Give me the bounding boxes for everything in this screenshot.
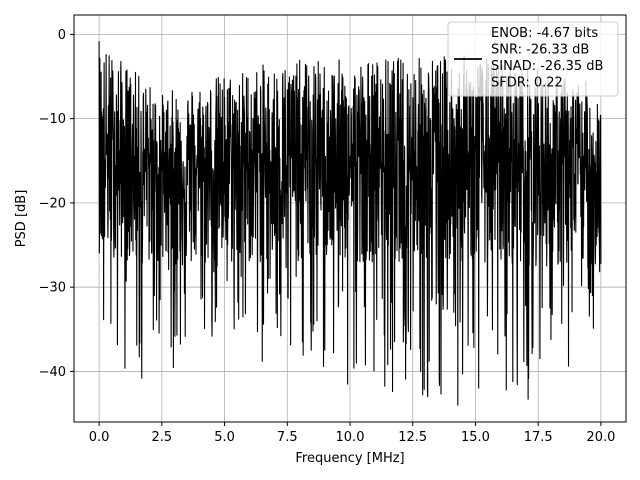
legend-entry-snr: SNR: -26.33 dB — [491, 43, 589, 58]
x-tick-label-2: 5.0 — [214, 430, 235, 445]
y-tick-label-0: 0 — [58, 28, 66, 43]
y-tick-label-1: −10 — [39, 112, 66, 127]
legend-entry-sfdr: SFDR: 0.22 — [491, 76, 563, 91]
psd-series — [98, 41, 602, 406]
x-tick-label-8: 20.0 — [586, 430, 615, 445]
legend-entry-sinad: SINAD: -26.35 dB — [491, 59, 603, 74]
legend-entry-enob: ENOB: -4.67 bits — [491, 26, 598, 41]
y-tick-label-2: −20 — [39, 196, 66, 211]
legend-box — [447, 21, 619, 97]
y-tick-label-4: −40 — [39, 365, 66, 380]
x-tick-label-6: 15.0 — [461, 430, 490, 445]
psd-line — [98, 41, 602, 406]
x-tick-label-3: 7.5 — [277, 430, 298, 445]
x-axis-ticks: 0.0 2.5 5.0 7.5 10.0 12.5 15.0 17.5 20.0 — [89, 422, 615, 445]
x-tick-label-7: 17.5 — [524, 430, 553, 445]
x-tick-label-5: 12.5 — [398, 430, 427, 445]
y-tick-label-3: −30 — [39, 281, 66, 296]
x-tick-label-4: 10.0 — [336, 430, 365, 445]
y-axis-ticks: 0 −10 −20 −30 −40 — [39, 28, 74, 380]
x-axis-label: Frequency [MHz] — [295, 451, 404, 466]
y-axis-label: PSD [dB] — [14, 190, 29, 248]
x-tick-label-1: 2.5 — [151, 430, 172, 445]
legend: ENOB: -4.67 bits SNR: -26.33 dB SINAD: -… — [447, 21, 619, 97]
x-tick-label-0: 0.0 — [89, 430, 110, 445]
